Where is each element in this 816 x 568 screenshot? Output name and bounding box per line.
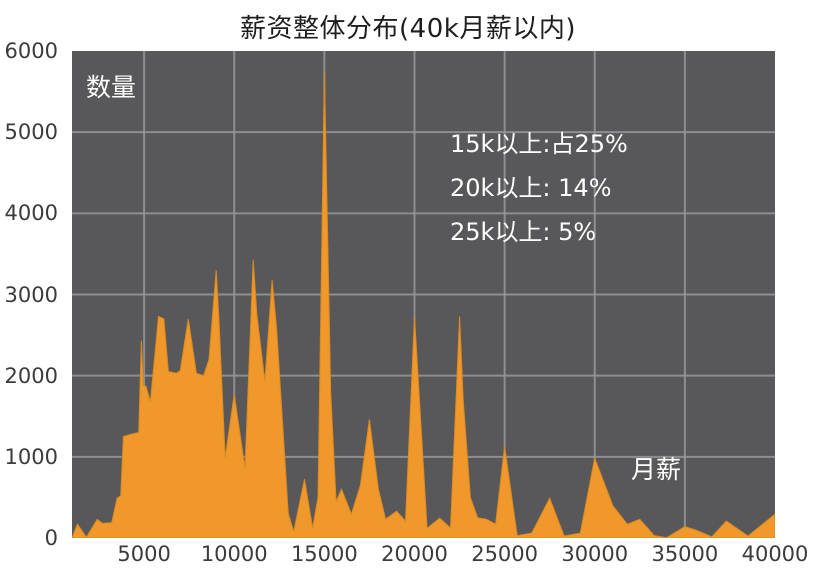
annotations-block: 15k以上:占25% 20k以上: 14% 25k以上: 5%	[450, 129, 628, 261]
x-tick-label: 30000	[561, 542, 629, 566]
y-tick-label: 1000	[4, 444, 58, 469]
salary-area-series	[72, 71, 775, 538]
x-tick-label: 10000	[200, 542, 268, 566]
x-axis-label: 月薪	[631, 455, 682, 484]
y-tick-label: 3000	[4, 282, 58, 307]
y-tick-label: 2000	[4, 363, 58, 388]
y-axis-label: 数量	[86, 73, 137, 102]
annotation-25k: 25k以上: 5%	[450, 218, 597, 246]
area-chart-svg	[72, 51, 775, 538]
x-tick-label: 15000	[290, 542, 358, 566]
x-tick-label: 40000	[741, 542, 809, 566]
annotation-15k: 15k以上:占25%	[450, 130, 628, 158]
y-tick-label: 6000	[4, 39, 58, 63]
chart-title: 薪资整体分布(40k月薪以内)	[240, 14, 576, 44]
plot-area: 数量 月薪 15k以上:占25% 20k以上: 14% 25k以上: 5%	[72, 51, 775, 538]
y-tick-label: 5000	[4, 120, 58, 145]
y-tick-label: 4000	[4, 201, 58, 226]
x-tick-label: 5000	[117, 542, 171, 566]
x-tick-label: 35000	[651, 542, 719, 566]
x-tick-label: 20000	[381, 542, 448, 566]
y-tick-label: 0	[44, 526, 58, 550]
annotation-20k: 20k以上: 14%	[450, 174, 612, 202]
x-tick-label: 25000	[471, 542, 539, 566]
